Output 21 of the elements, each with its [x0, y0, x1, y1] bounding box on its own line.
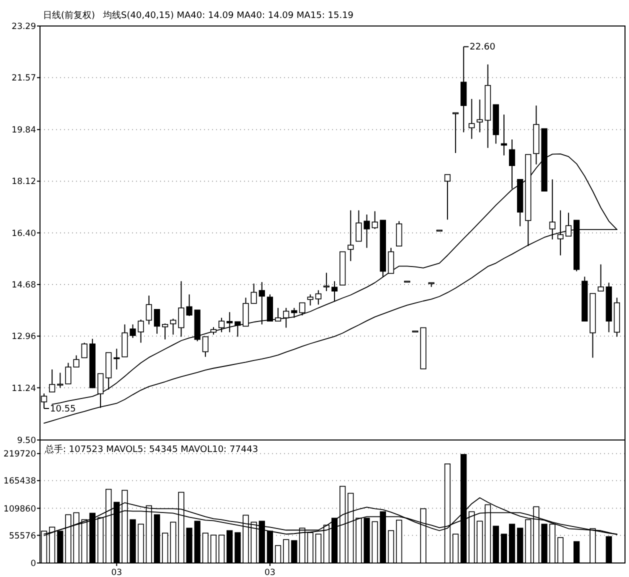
y-tick-label: 55576	[8, 531, 36, 542]
chart-title: 日线(前复权)	[43, 10, 96, 21]
y-tick-label: 11.24	[12, 384, 36, 394]
x-tick-label: 03	[264, 568, 276, 577]
y-tick-label: 12.96	[12, 332, 36, 342]
annotation: 10.55	[50, 404, 76, 414]
y-tick-label: 9.50	[17, 436, 36, 446]
y-tick-label: 0	[30, 559, 36, 569]
y-tick-label: 109860	[4, 504, 36, 514]
annotation: 22.60	[470, 42, 496, 53]
x-tick-label: 03	[111, 568, 122, 577]
y-tick-label: 16.40	[12, 228, 36, 239]
chart-subtitle: 均线S(40,40,15) MA40: 14.09 MA40: 14.09 MA15: 15.19	[102, 10, 354, 21]
y-tick-label: 165438	[4, 476, 36, 487]
y-tick-label: 19.84	[12, 126, 36, 136]
text: 总手: 107523 MAVOL5: 54345 MAVOL10: 77443	[44, 444, 258, 455]
y-tick-label: 18.12	[12, 177, 36, 188]
y-tick-label: 14.68	[12, 280, 36, 290]
y-tick-label: 23.29	[12, 22, 36, 32]
y-tick-label: 21.57	[12, 74, 36, 84]
y-tick-label: 219720	[4, 450, 36, 460]
